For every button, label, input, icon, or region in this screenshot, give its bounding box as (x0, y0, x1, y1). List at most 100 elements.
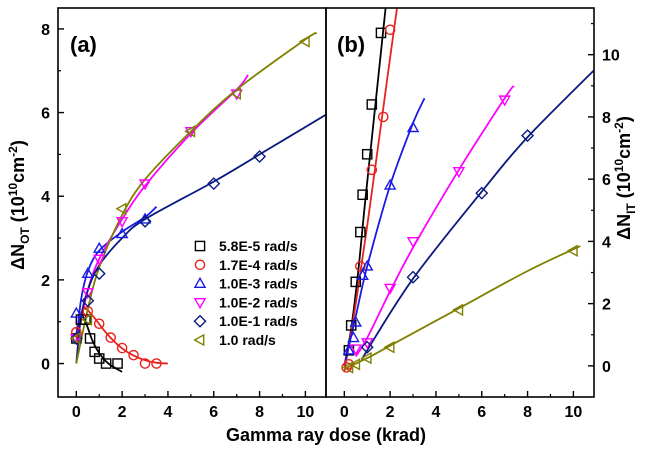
panel-b-series-2-point-2 (343, 359, 355, 370)
panel-b-series-3-point-5 (360, 259, 374, 271)
legend-item: 1.0E-3 rad/s (193, 276, 298, 292)
panel-b-series-5-point-1 (360, 340, 374, 354)
panel-b-ticks: 0 2 4 6 8 10 0 2 4 6 8 10 (340, 22, 620, 421)
panel-a-fit-line-6 (75, 32, 318, 364)
panel-b-series-3-point-2 (347, 331, 360, 343)
left-y-title-unit-sup: -2 (6, 146, 20, 157)
panel-a-series-2-point-1 (71, 326, 82, 338)
panel-a-series-6-point-6 (298, 35, 310, 48)
panel-a-series-2-point-8 (151, 358, 162, 369)
panel-a-series-6-point-1 (69, 332, 81, 345)
panel-a-series-3-point-4 (115, 227, 129, 239)
panel-a-ticks: 0 2 4 6 8 10 0 2 4 6 8 (41, 22, 314, 421)
panel-b-series-5-point-2 (406, 270, 420, 284)
panel-b-series-6-point-1 (342, 361, 354, 374)
legend-label: 1.0E-2 rad/s (219, 294, 298, 310)
panel-a-series-4-point-2 (81, 288, 95, 300)
panel-b-series-3-point-3 (349, 315, 363, 327)
legend-marker (193, 333, 205, 347)
panel-b-series-4-point-3 (383, 283, 397, 295)
left-y-title-close: ) (8, 140, 28, 146)
panel-b-series-3-point-1 (342, 343, 356, 355)
panel-b-fit-lines (343, 8, 594, 373)
panel-a-series-4-point-4 (115, 216, 129, 229)
panel-a-y-tick-label: 2 (41, 273, 50, 290)
panel-b-series-4-point-1 (349, 344, 363, 356)
legend-label: 1.0E-3 rad/s (219, 276, 298, 292)
legend: 5.8E-5 rad/s 1.7E-4 rad/s 1.0E-3 rad/s 1.0E… (193, 238, 298, 348)
panel-b-x-tick-label: 6 (477, 404, 486, 421)
panel-a-series-1-point-8 (112, 358, 123, 369)
panel-b-series-3-point-6 (383, 178, 397, 190)
panel-b-series-1-point-6 (361, 148, 373, 160)
panel-a-y-tick-label: 4 (41, 189, 50, 206)
right-y-title-sup: 10 (612, 159, 626, 173)
panel-b-series-2-point-5 (377, 111, 389, 123)
left-y-title-open: (10 (8, 196, 28, 227)
panel-a-series-2-point-6 (128, 349, 139, 361)
panel-a-series-4-point-3 (92, 254, 106, 266)
panel-a-series-4-point-5 (138, 179, 152, 191)
panel-a-series-2-point-3 (93, 318, 105, 330)
legend-label: 1.0 rad/s (219, 332, 276, 348)
panel-a-series-3-point-1 (70, 306, 83, 318)
panel-b-series-5-point-3 (475, 186, 489, 200)
panel-a-markers (69, 35, 310, 369)
panel-b-fit-line-2 (343, 8, 398, 373)
legend-marker (193, 298, 207, 310)
panel-b-x-tick-label: 2 (386, 404, 395, 421)
panel-a-series-5-point-4 (138, 214, 152, 228)
panel-a-series-2-point-7 (139, 358, 151, 369)
panel-b-series-1-point-4 (355, 226, 366, 238)
legend-marker (194, 240, 206, 252)
panel-a-y-tick-label: 6 (41, 106, 50, 123)
panel-b-series-2-point-6 (384, 24, 396, 36)
panel-b: 0 2 4 6 8 10 0 2 4 6 8 10 (b) (337, 8, 620, 421)
panel-b-y-tick-label: 10 (602, 48, 620, 65)
panel-b-series-2-point-1 (341, 362, 352, 373)
right-y-title-unit-sup: -2 (612, 122, 626, 133)
legend-item: 5.8E-5 rad/s (194, 238, 298, 254)
panel-a-x-tick-label: 8 (255, 404, 264, 421)
panel-a-x-tick-label: 6 (209, 404, 218, 421)
x-axis-title: Gamma ray dose (krad) (226, 425, 426, 445)
legend-label: 1.7E-4 rad/s (219, 257, 298, 273)
panel-b-fit-line-6 (343, 245, 581, 370)
panel-a-series-5-point-3 (92, 267, 106, 281)
panel-a-series-5-point-6 (253, 149, 267, 163)
panel-b-y-tick-label: 6 (602, 172, 611, 189)
panel-a-series-3-point-3 (92, 241, 106, 253)
legend-item: 1.0 rad/s (193, 332, 276, 348)
panel-a-series-5-point-2 (81, 294, 95, 308)
right-y-title-mid: cm (614, 133, 634, 159)
panel-a-y-tick-label: 0 (41, 357, 50, 374)
panel-a: 0 2 4 6 8 10 0 2 4 6 8 (a) (41, 22, 326, 421)
panel-b-series-1-point-5 (357, 189, 368, 201)
legend-item: 1.7E-4 rad/s (194, 257, 298, 273)
panel-b-label: (b) (337, 32, 365, 57)
panel-b-series-4-point-5 (452, 166, 466, 179)
legend-label: 1.0E-1 rad/s (219, 313, 298, 329)
panel-b-series-6-point-5 (452, 303, 464, 317)
panel-b-series-6-point-4 (383, 340, 395, 354)
panel-a-label: (a) (70, 32, 97, 57)
legend-marker (193, 314, 207, 328)
panel-a-series-1-point-4 (84, 333, 96, 344)
panel-a-series-6-point-5 (229, 87, 242, 101)
panel-b-series-5-point-4 (521, 129, 535, 143)
panel-a-series-3-point-2 (81, 266, 95, 278)
panel-b-x-tick-label: 10 (564, 404, 582, 421)
right-y-title-open: (10 (614, 172, 634, 203)
panel-b-y-tick-label: 0 (602, 359, 611, 376)
panel-a-x-tick-label: 4 (163, 404, 172, 421)
panel-b-markers (341, 24, 578, 374)
panel-b-x-tick-label: 0 (340, 404, 349, 421)
panel-b-x-tick-label: 8 (523, 404, 532, 421)
panel-a-series-6-point-4 (184, 125, 196, 138)
panel-b-y-tick-label: 4 (602, 234, 611, 251)
left-y-title-sup: 10 (6, 183, 20, 197)
panel-a-frame (57, 7, 327, 398)
panel-b-series-4-point-4 (406, 237, 420, 249)
panel-b-fit-line-5 (361, 69, 594, 361)
